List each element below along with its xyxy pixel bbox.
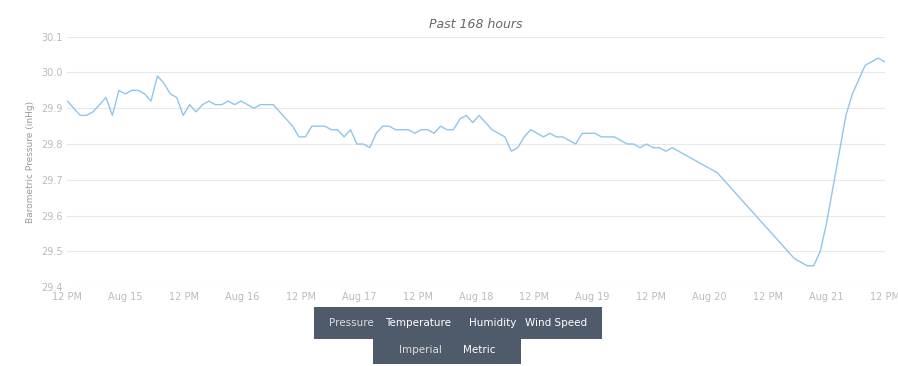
Text: Metric: Metric [463, 346, 496, 355]
Y-axis label: Barometric Pressure (inHg): Barometric Pressure (inHg) [26, 101, 35, 223]
Title: Past 168 hours: Past 168 hours [429, 18, 523, 31]
Text: Wind Speed: Wind Speed [524, 318, 586, 328]
Text: Imperial: Imperial [399, 346, 442, 355]
Text: Pressure: Pressure [330, 318, 374, 328]
Text: Temperature: Temperature [384, 318, 451, 328]
Text: Humidity: Humidity [469, 318, 516, 328]
